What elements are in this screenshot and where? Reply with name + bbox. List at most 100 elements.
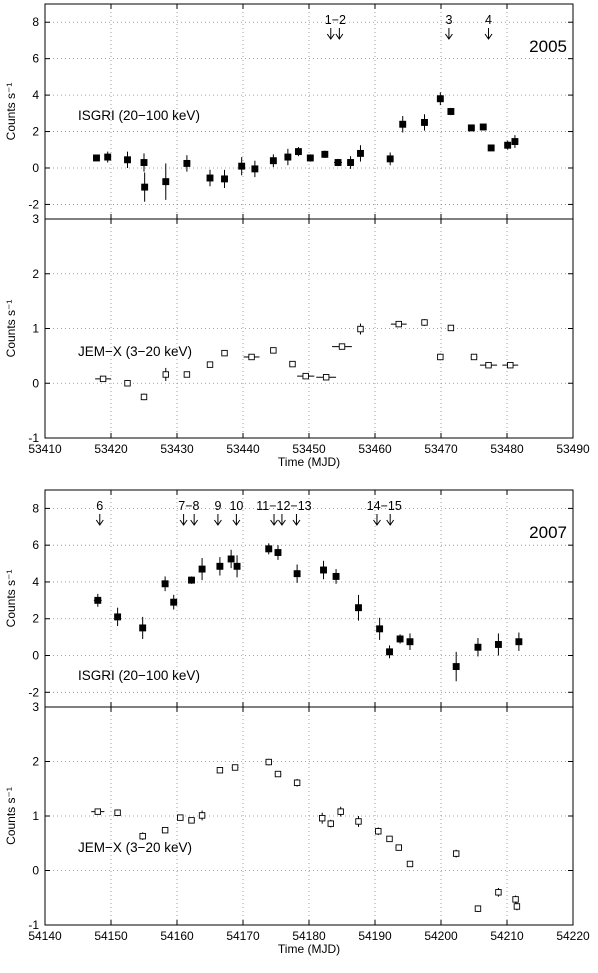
filled-square-marker [334,159,342,166]
filled-square-marker [447,108,455,115]
x-tick-label: 53470 [424,442,458,456]
open-square-marker [452,850,460,857]
open-square-marker [319,814,326,822]
data-point [206,169,214,187]
open-square-marker [289,360,296,368]
y-axis-label: Counts s⁻¹ [4,83,18,141]
filled-square-marker [487,144,495,152]
data-point [188,817,195,824]
open-square-marker [270,347,277,354]
open-square-marker [338,343,346,350]
data-point [452,651,460,682]
data-point [124,151,131,168]
data-point [321,150,329,158]
arrow-head [386,519,395,526]
data-point [162,367,169,382]
data-point [221,169,228,189]
filled-square-marker [511,138,519,146]
x-tick-label: 54150 [94,929,128,943]
data-point [183,155,191,172]
arrow-head [214,519,222,526]
data-point [139,616,147,639]
data-point [216,557,224,576]
x-tick-label: 53460 [358,442,392,456]
data-point [337,806,344,817]
arrow-head [373,519,381,526]
filled-square-marker [216,562,224,570]
data-point [284,148,292,166]
y-tick-label: 4 [32,88,39,102]
arrow-head [278,519,286,526]
arrow-head [292,519,301,526]
data-point [198,558,206,581]
data-point [243,353,260,361]
filled-square-marker [347,159,355,166]
filled-square-marker [436,95,444,103]
open-square-marker [114,809,121,816]
data-point [270,347,277,354]
data-point [399,116,407,133]
x-tick-label: 53450 [292,442,326,456]
open-square-marker [421,319,428,326]
data-point [347,156,355,169]
data-point [140,393,148,401]
data-point [198,810,206,821]
data-point [319,812,326,824]
data-point [188,576,195,584]
data-point [316,374,337,381]
filled-square-marker [386,648,393,656]
data-point [91,808,105,815]
annotation-label: 9 [214,499,221,513]
filled-square-marker [94,596,102,604]
data-point [447,324,455,332]
data-point [512,895,519,904]
filled-square-marker [124,156,131,164]
arrow-head [326,33,335,40]
data-point [320,560,327,580]
data-point [161,576,169,592]
data-point [470,353,478,361]
filled-square-marker [93,154,100,162]
outburst-annotation: 9 [214,499,222,526]
data-point [183,371,191,378]
arrow-head [232,519,241,526]
x-tick-label: 54180 [292,929,326,943]
open-square-marker [437,353,444,361]
panel-2005-jemx: -1 0 1 2 3 53410 53420 53430 53440 53450 53460 5347… [4,212,590,469]
data-point [355,594,362,621]
x-tick-label: 54220 [556,929,590,943]
x-tick-label: 54170 [226,929,260,943]
open-square-marker [231,764,239,771]
data-point [474,905,482,912]
filled-square-marker [321,150,329,158]
data-point [140,153,148,172]
open-square-marker [470,353,478,361]
data-point [251,160,259,178]
y-tick-label: -1 [28,918,39,932]
data-point [114,809,121,816]
open-square-marker [322,374,330,381]
data-point [332,343,352,350]
x-tick-label: 53490 [556,442,590,456]
arrow-head [95,519,104,526]
arrow-head [484,33,493,40]
data-point [386,835,393,843]
data-point [93,593,102,607]
instrument-label: JEM−X (3−20 keV) [78,840,192,855]
data-point [487,144,495,152]
open-square-marker [474,905,482,912]
data-point [162,163,170,200]
open-square-marker [183,371,191,378]
open-square-marker [198,812,206,819]
open-square-marker [395,844,402,851]
data-point [161,826,169,834]
open-square-marker [507,361,514,369]
outburst-annotation: 3 [445,13,453,40]
open-square-marker [94,808,102,815]
open-square-marker [265,758,272,766]
filled-square-marker [188,576,195,584]
annotation-label: 3 [445,13,452,27]
y-tick-label: 0 [32,649,39,663]
outburst-annotation: 6 [95,499,104,526]
arrow-head [179,519,188,526]
